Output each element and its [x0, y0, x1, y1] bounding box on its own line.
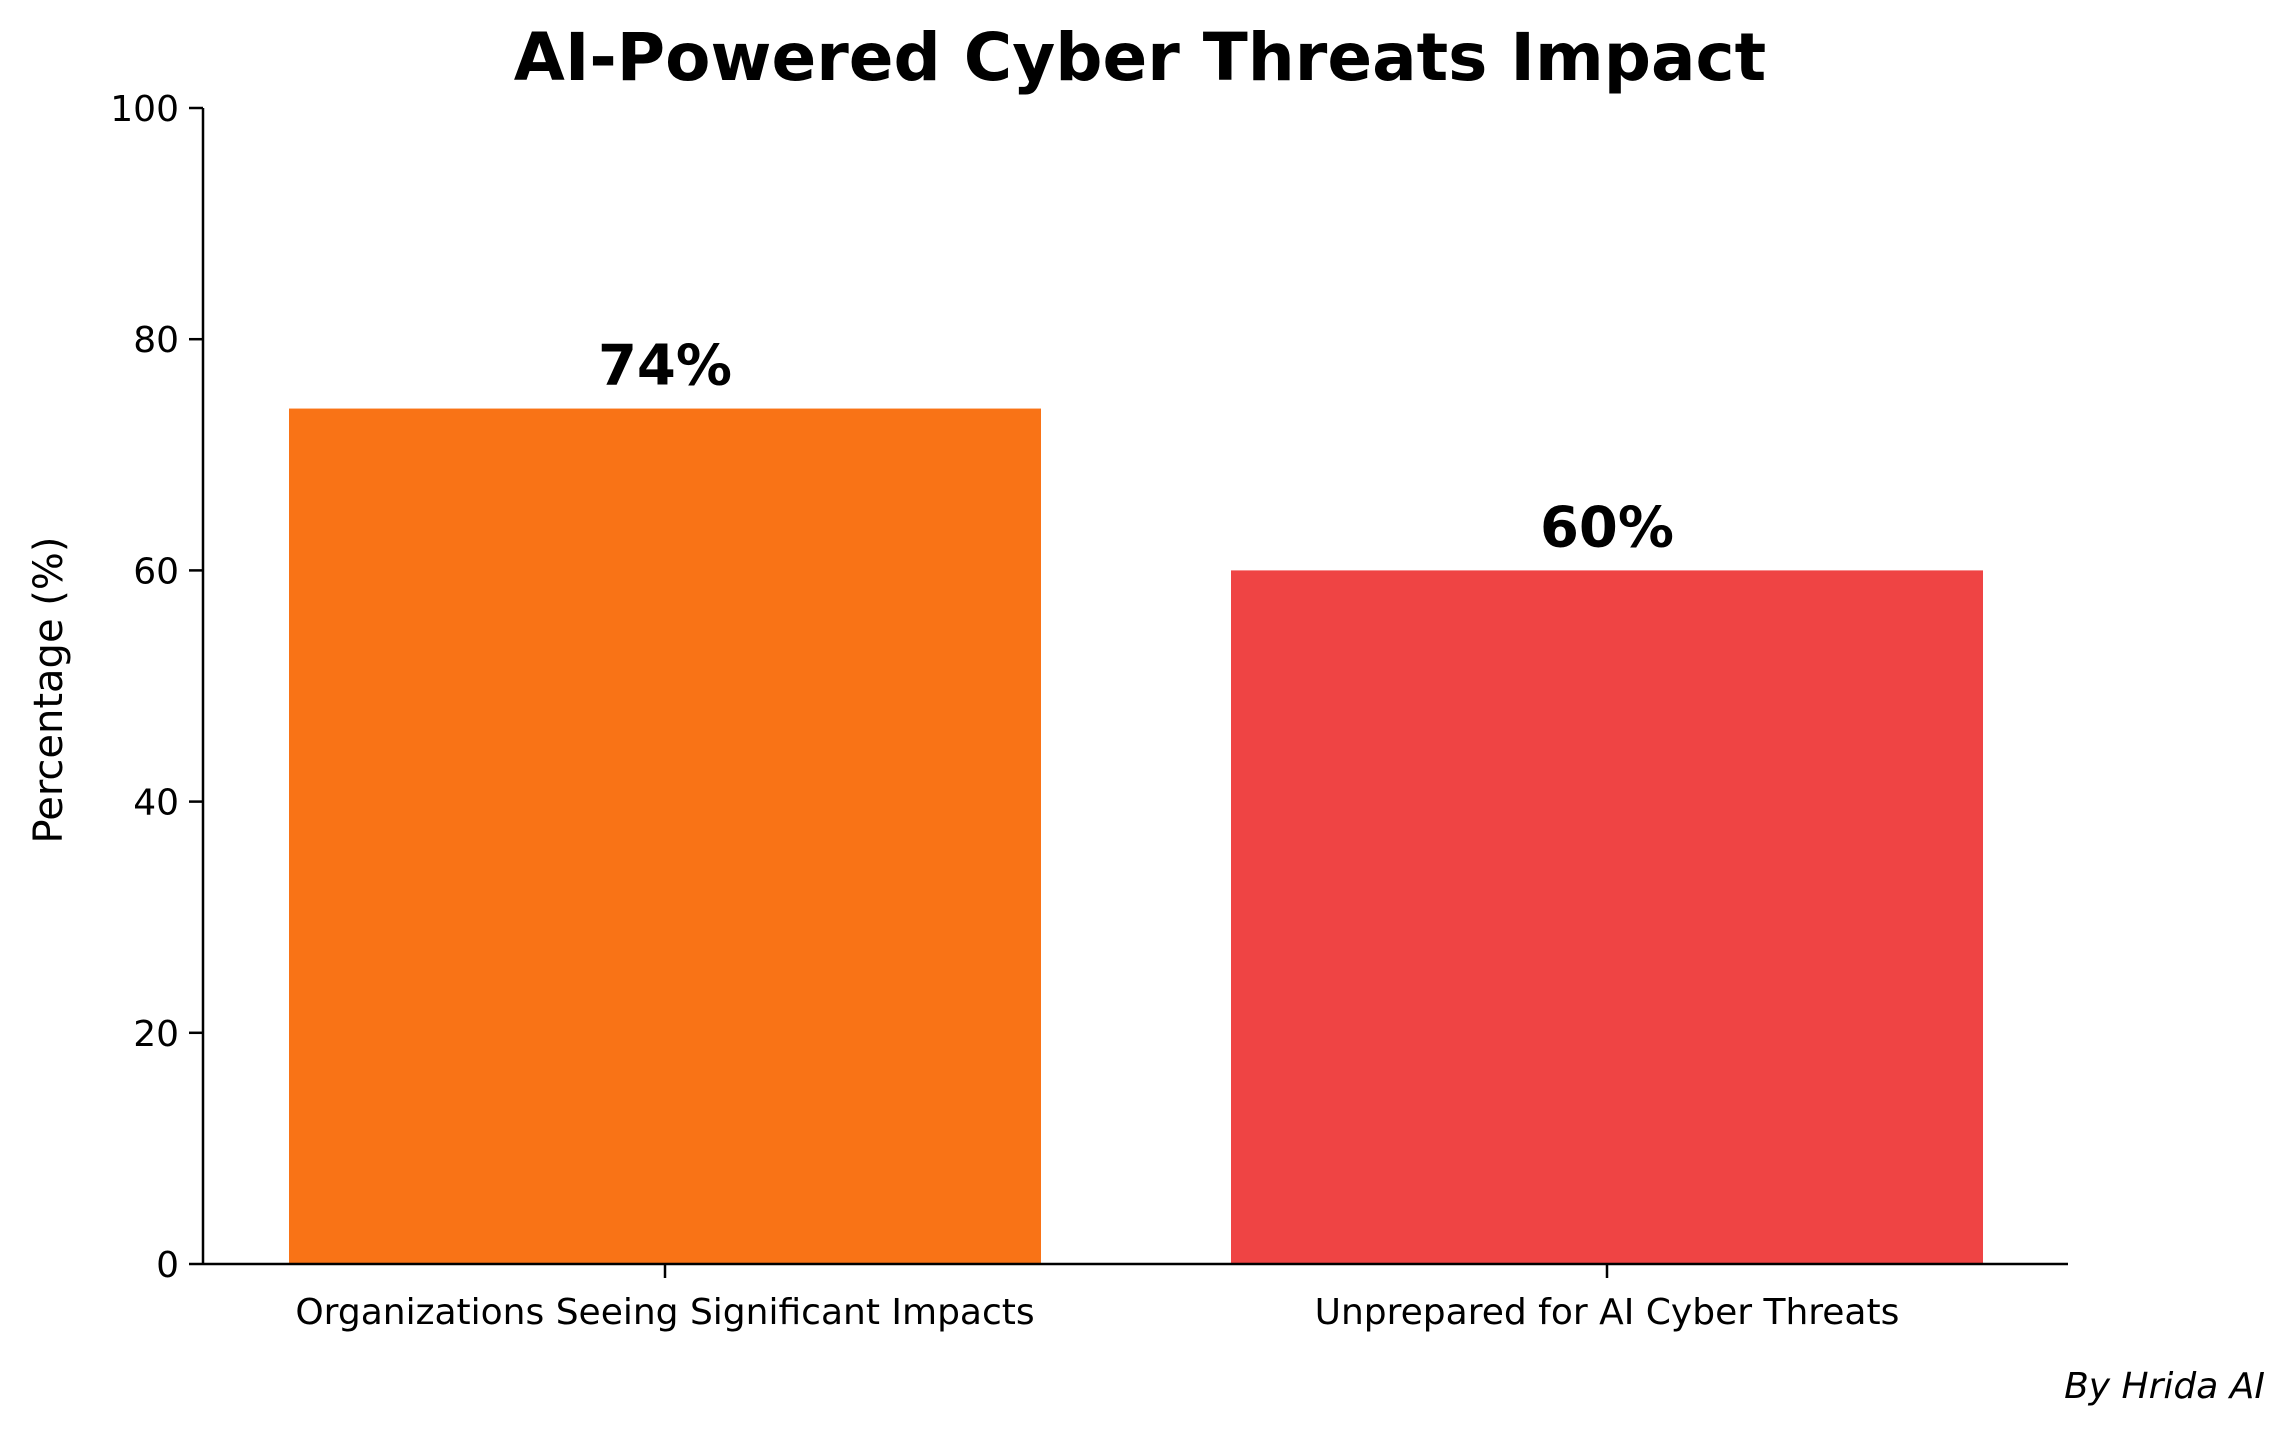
bar-2 [1231, 570, 1983, 1264]
y-tick-label-3: 60 [133, 551, 179, 592]
bar-1 [289, 408, 1041, 1264]
y-axis-label: Percentage (%) [26, 537, 72, 844]
data-label-2: 60% [1540, 495, 1674, 560]
y-tick-label-2: 40 [133, 783, 179, 824]
y-tick-label-5: 100 [110, 89, 179, 130]
data-label-1: 74% [598, 334, 732, 399]
y-tick-label-4: 80 [133, 320, 179, 361]
plot-area: 74% Organizations Seeing Significant Impa… [110, 89, 2068, 1333]
chart-title: AI-Powered Cyber Threats Impact [514, 19, 1766, 96]
y-tick-label-0: 0 [156, 1245, 179, 1286]
x-tick-label-1: Organizations Seeing Significant Impacts [295, 1292, 1034, 1333]
x-tick-label-2: Unprepared for AI Cyber Threats [1315, 1292, 1900, 1333]
y-tick-label-1: 20 [133, 1014, 179, 1055]
credit-text: By Hrida AI [2064, 1366, 2265, 1407]
